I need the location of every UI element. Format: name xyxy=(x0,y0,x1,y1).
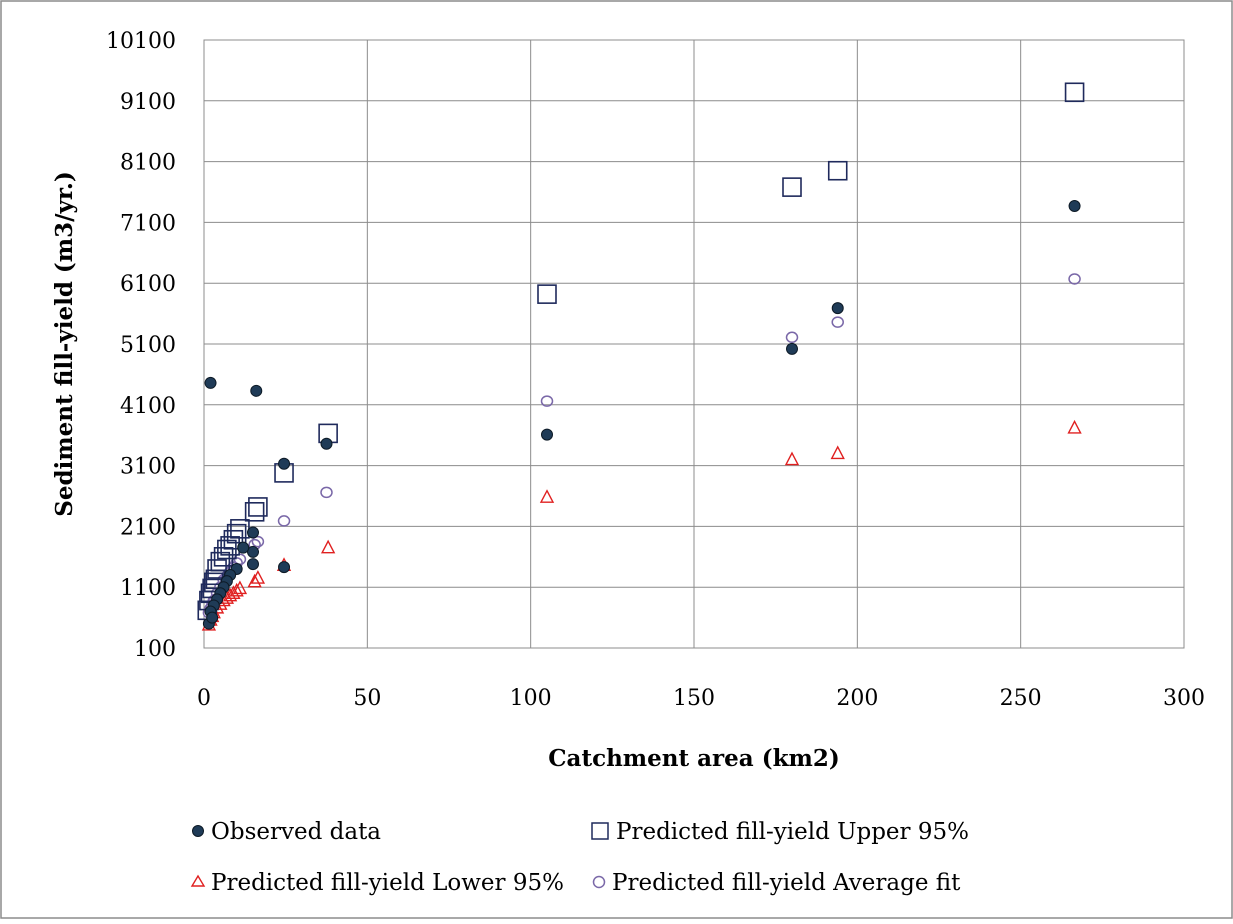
observed-data-point xyxy=(247,545,259,558)
y-axis-title: Sediment fill-yield (m3/yr.) xyxy=(51,171,78,517)
legend-item-upper95: Predicted fill-yield Upper 95% xyxy=(591,819,969,845)
lower95-data-point xyxy=(250,570,266,584)
data-series xyxy=(197,82,1085,631)
average-fit-data-point xyxy=(1068,273,1081,285)
legend-label-upper95: Predicted fill-yield Upper 95% xyxy=(616,819,969,845)
upper95-data-point xyxy=(537,284,557,304)
observed-data-point xyxy=(786,342,798,355)
y-tick-label: 4100 xyxy=(120,394,176,419)
upper95-data-point xyxy=(226,523,247,544)
x-tick-label: 150 xyxy=(673,686,715,711)
legend-marker-observed xyxy=(192,825,204,837)
observed-data-point xyxy=(204,376,217,389)
observed-data-point xyxy=(237,541,250,554)
upper95-data-point xyxy=(207,559,227,579)
average-fit-data-point xyxy=(251,535,265,548)
x-tick-label: 250 xyxy=(1000,686,1042,711)
lower95-data-point xyxy=(247,573,262,588)
average-fit-data-point xyxy=(831,316,844,328)
average-fit-data-point xyxy=(320,486,333,499)
upper95-data-point xyxy=(217,539,237,560)
lower95-data-point xyxy=(229,582,244,597)
lower95-data-point xyxy=(784,451,800,466)
observed-data-point xyxy=(247,526,259,539)
average-fit-data-point xyxy=(277,515,291,527)
y-tick-label: 9100 xyxy=(120,90,176,115)
lower95-data-point xyxy=(222,587,238,602)
average-fit-data-point xyxy=(785,331,799,344)
upper95-data-point xyxy=(213,546,234,567)
lower95-data-point xyxy=(232,580,248,595)
y-tick-label: 3100 xyxy=(120,455,176,480)
y-tick-label: 5100 xyxy=(120,333,176,358)
upper95-data-point xyxy=(248,497,268,517)
grid-lines xyxy=(204,40,1184,648)
observed-data-point xyxy=(247,558,259,571)
upper95-data-point xyxy=(827,160,848,181)
y-tick-label: 6100 xyxy=(120,272,176,297)
y-tick-label: 2100 xyxy=(120,515,176,540)
x-tick-label: 200 xyxy=(836,686,878,711)
observed-data-point xyxy=(541,428,553,441)
legend-label-lower95: Predicted fill-yield Lower 95% xyxy=(211,870,564,896)
tick-labels: 0 50 100 150 200 250 300 100 1100 2100 3100 4100 510… xyxy=(106,29,1205,711)
y-tick-label: 8100 xyxy=(120,151,176,176)
legend-marker-upper95 xyxy=(591,822,609,840)
legend-marker-lower95 xyxy=(190,874,206,887)
lower95-data-point xyxy=(830,445,845,460)
legend-item-average: Predicted fill-yield Average fit xyxy=(592,870,961,896)
legend-item-observed: Observed data xyxy=(192,819,381,845)
legend: Observed data Predicted fill-yield Upper… xyxy=(190,819,969,896)
observed-data-point xyxy=(250,384,263,397)
observed-data-point xyxy=(278,457,291,470)
y-tick-label: 10100 xyxy=(106,29,176,54)
lower95-data-point xyxy=(1067,419,1082,434)
lower95-data-point xyxy=(226,585,241,599)
x-tick-label: 100 xyxy=(510,686,552,711)
observed-data-point xyxy=(278,561,291,574)
upper95-data-point xyxy=(782,177,802,197)
lower95-data-point xyxy=(320,539,336,554)
y-tick-label: 1100 xyxy=(120,576,176,601)
x-tick-label: 300 xyxy=(1163,686,1205,711)
x-tick-label: 0 xyxy=(197,686,211,711)
legend-item-lower95: Predicted fill-yield Lower 95% xyxy=(190,870,564,896)
series-filled-circle xyxy=(202,199,1081,630)
observed-data-point xyxy=(1068,199,1081,212)
average-fit-data-point xyxy=(540,395,554,407)
observed-data-point xyxy=(206,611,219,624)
legend-marker-average xyxy=(592,875,606,889)
upper95-data-point xyxy=(244,502,265,522)
upper95-data-point xyxy=(1064,82,1085,103)
y-tick-label: 7100 xyxy=(120,211,176,236)
observed-data-point xyxy=(831,302,844,315)
y-tick-label: 100 xyxy=(134,637,176,662)
legend-label-observed: Observed data xyxy=(211,819,381,845)
legend-label-average: Predicted fill-yield Average fit xyxy=(612,870,961,896)
lower95-data-point xyxy=(539,489,555,503)
observed-data-point xyxy=(320,437,333,450)
x-axis-title: Catchment area (km2) xyxy=(548,745,840,772)
x-tick-label: 50 xyxy=(353,686,381,711)
